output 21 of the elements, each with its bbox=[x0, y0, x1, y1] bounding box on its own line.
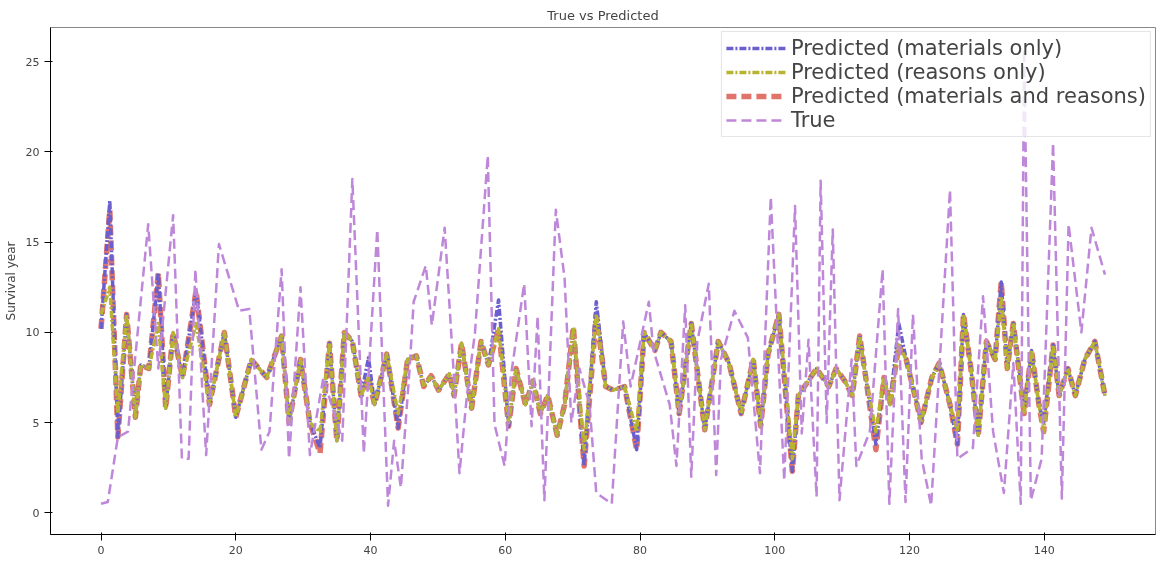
x-tick-label: 100 bbox=[764, 543, 786, 557]
y-tick-label: 10 bbox=[25, 326, 40, 340]
x-tick-label: 140 bbox=[1033, 543, 1055, 557]
legend-label: Predicted (materials only) bbox=[790, 36, 1063, 60]
legend-label: Predicted (materials and reasons) bbox=[790, 84, 1146, 108]
x-tick-label: 40 bbox=[363, 543, 378, 557]
y-axis-title: Survival year bbox=[3, 241, 18, 321]
y-tick-label: 15 bbox=[25, 236, 40, 250]
line-series bbox=[99, 285, 1107, 461]
y-tick-label: 0 bbox=[32, 506, 40, 520]
chart-title: True vs Predicted bbox=[546, 7, 659, 23]
x-tick-label: 20 bbox=[228, 543, 243, 557]
legend-label: True bbox=[790, 108, 836, 132]
y-tick-label: 25 bbox=[25, 55, 40, 69]
x-tick-label: 80 bbox=[633, 543, 648, 557]
y-tick-label: 20 bbox=[25, 145, 40, 159]
y-tick-label: 5 bbox=[32, 416, 40, 430]
legend-label: Predicted (reasons only) bbox=[790, 60, 1046, 84]
x-tick-label: 120 bbox=[899, 543, 921, 557]
x-tick-label: 0 bbox=[97, 543, 105, 557]
x-tick-label: 60 bbox=[498, 543, 513, 557]
